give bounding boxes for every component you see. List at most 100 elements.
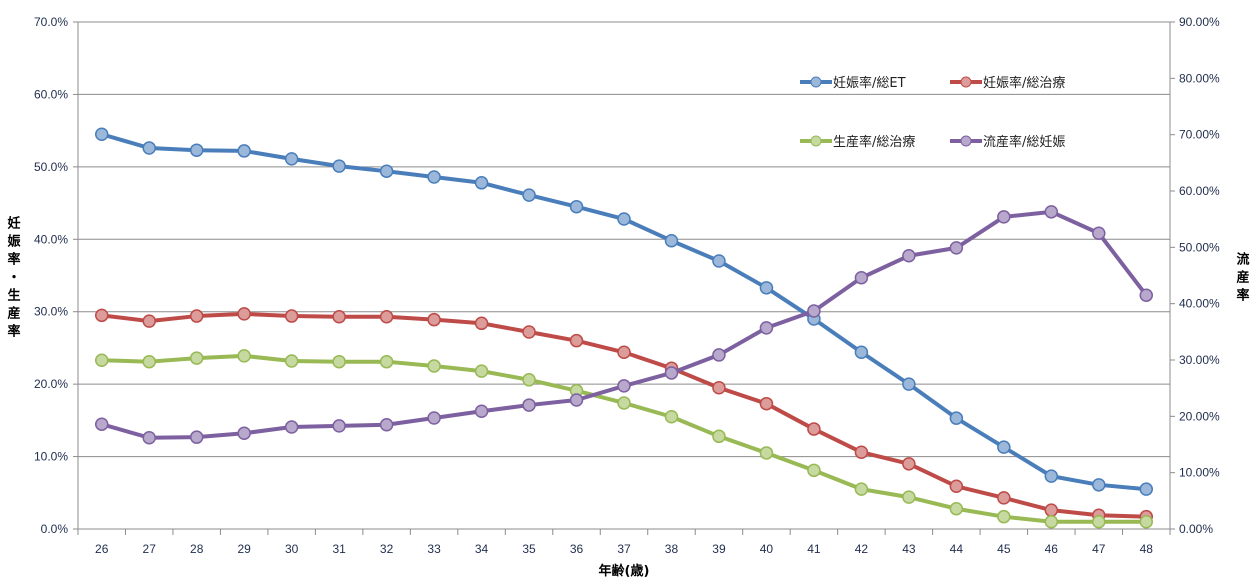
data-point	[427, 170, 441, 184]
y2-tick-label: 20.00%	[1179, 409, 1220, 423]
data-point	[997, 440, 1011, 454]
y-tick-label: 60.0%	[34, 87, 68, 101]
data-point	[427, 359, 441, 373]
data-point	[949, 479, 964, 494]
data-point	[712, 348, 726, 362]
data-point	[332, 354, 346, 369]
x-tick-label: 44	[950, 542, 964, 556]
data-point	[617, 212, 631, 226]
y2-tick-label: 10.00%	[1179, 466, 1220, 480]
legend-label: 生産率/総治療	[833, 134, 915, 150]
x-tick-label: 34	[475, 542, 489, 556]
x-tick-label: 40	[760, 542, 774, 556]
x-tick-label: 26	[95, 542, 109, 556]
legend-bg	[948, 72, 1093, 92]
data-point	[617, 345, 631, 360]
data-point	[807, 463, 821, 478]
data-point	[284, 420, 299, 434]
data-point	[854, 271, 869, 285]
x-tick-label: 41	[807, 542, 821, 556]
x-tick-label: 45	[997, 542, 1011, 556]
data-point	[142, 314, 156, 328]
data-point	[237, 144, 251, 158]
data-point	[902, 457, 916, 471]
axis-title-char: 妊	[7, 215, 20, 231]
x-tick-label: 42	[855, 542, 869, 556]
data-point	[807, 422, 821, 436]
data-point	[189, 351, 204, 365]
data-point	[189, 309, 204, 323]
data-point	[1092, 226, 1106, 240]
axis-title-char: 率	[7, 323, 20, 339]
data-point	[1139, 482, 1154, 496]
x-tick-label: 35	[522, 542, 536, 556]
legend-label: 流産率/総妊娠	[983, 134, 1065, 150]
x-tick-label: 29	[237, 542, 251, 556]
data-point	[379, 164, 394, 178]
x-tick-label: 37	[617, 542, 631, 556]
data-point	[617, 396, 631, 410]
data-point	[569, 393, 584, 407]
legend-marker	[810, 76, 822, 88]
axis-title-char: 率	[7, 251, 20, 267]
legend-bg	[798, 72, 943, 92]
data-point	[569, 199, 584, 214]
axis-title-char: 生	[7, 287, 20, 303]
data-point	[1139, 288, 1154, 302]
data-point	[189, 143, 204, 157]
series-line-2	[101, 311, 1147, 519]
x-tick-label: 32	[380, 542, 394, 556]
y-tick-label: 10.0%	[34, 450, 68, 464]
y-tick-label: 70.0%	[34, 15, 68, 29]
axis-title-char: 産	[1236, 269, 1249, 285]
data-point	[284, 152, 299, 166]
data-point	[1044, 503, 1059, 517]
data-point	[1092, 515, 1106, 529]
y2-tick-label: 90.00%	[1179, 15, 1220, 29]
data-point	[1044, 205, 1059, 219]
y2-tick-label: 40.00%	[1179, 297, 1220, 311]
data-point	[142, 141, 156, 155]
axis-title-char: ・	[7, 270, 20, 285]
data-point	[902, 490, 916, 504]
data-point	[284, 309, 299, 323]
y2-tick-label: 30.00%	[1179, 353, 1220, 367]
legend-marker	[810, 135, 822, 147]
y-axis-title: 妊娠率・生産率	[7, 215, 21, 339]
data-point	[522, 188, 536, 202]
data-point	[997, 509, 1011, 524]
data-point	[997, 210, 1011, 224]
data-point	[379, 310, 394, 324]
data-point	[1139, 515, 1154, 529]
data-point	[712, 429, 726, 444]
x-axis-title: 年齢(歳)	[599, 563, 650, 579]
data-point	[237, 426, 251, 440]
data-point	[189, 430, 204, 444]
data-point	[997, 491, 1011, 505]
data-point	[379, 418, 394, 432]
data-point	[1092, 478, 1106, 492]
data-point	[522, 373, 536, 387]
data-point	[474, 176, 489, 190]
x-tick-label: 33	[427, 542, 441, 556]
y2-tick-label: 60.00%	[1179, 184, 1220, 198]
data-point	[94, 308, 109, 323]
data-point	[902, 249, 916, 263]
data-point	[427, 411, 441, 425]
y-tick-label: 30.0%	[34, 305, 68, 319]
y2-axis-title: 流産率	[1236, 251, 1249, 303]
data-point	[1044, 469, 1059, 483]
data-point	[617, 379, 631, 393]
x-tick-label: 43	[902, 542, 916, 556]
data-point	[712, 254, 726, 268]
data-point	[142, 430, 156, 445]
axis-title-char: 産	[7, 305, 20, 321]
legend-label: 妊娠率/総ET	[833, 75, 906, 91]
data-point	[759, 396, 774, 411]
legend-label: 妊娠率/総治療	[983, 75, 1065, 91]
x-tick-label: 31	[332, 542, 346, 556]
data-point	[664, 409, 679, 424]
data-point	[712, 381, 726, 395]
